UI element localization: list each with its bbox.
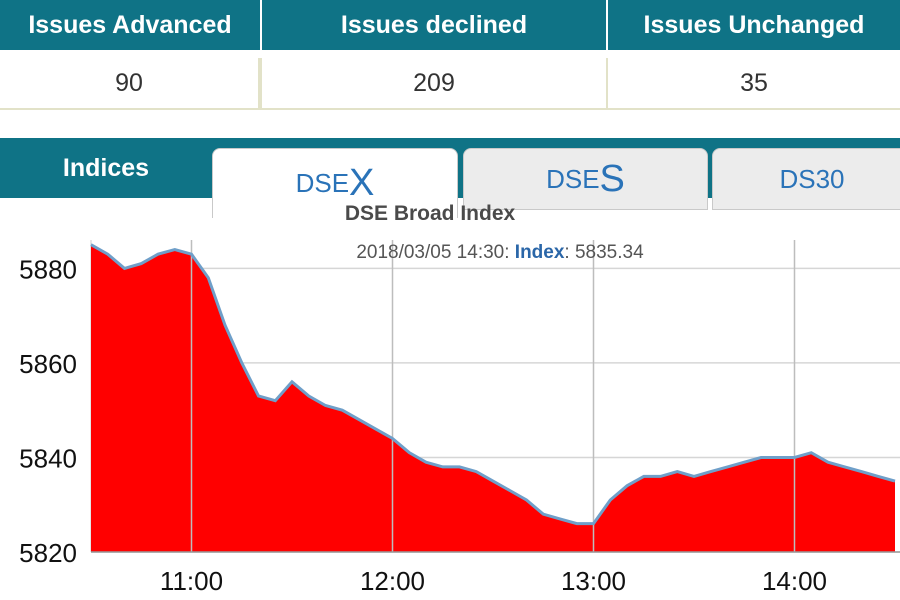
chart-title: DSE Broad Index [344,202,516,225]
tooltip-timestamp: 2018/03/05 14:30 [356,242,505,263]
tooltip-key: Index [514,242,565,263]
tab-ds30[interactable]: DS30 [712,148,900,210]
header-issues-advanced: Issues Advanced [0,0,260,50]
tab-dses-prefix: DSE [546,163,600,194]
y-tick-label: 5860 [19,349,77,379]
tooltip-value: 5835.34 [574,242,644,263]
x-tick-label: 12:00 [360,566,425,596]
value-issues-advanced: 90 [0,58,260,110]
value-issues-unchanged: 35 [606,58,900,110]
tab-dsex[interactable]: DSE X [212,148,458,218]
header-issues-unchanged: Issues Unchanged [608,0,900,50]
y-tick-label: 5820 [19,538,77,568]
index-area [91,244,895,552]
indices-label: Indices [62,153,150,182]
header-issues-declined: Issues declined [262,0,606,50]
x-tick-label: 14:00 [762,566,827,596]
tab-dsex-prefix: DSE [295,168,350,198]
x-tick-label: 11:00 [160,566,223,596]
tab-dsex-suffix: X [349,162,375,204]
y-tick-label: 5880 [19,254,77,284]
value-issues-declined: 209 [260,58,608,110]
x-tick-label: 13:00 [561,566,626,596]
stats-divider [0,50,900,58]
y-tick-label: 5840 [19,443,77,473]
market-stats: Issues Advanced Issues declined Issues U… [0,0,900,112]
tab-dses-suffix: S [599,157,625,200]
chart-tooltip: 2018/03/05 14:30: Index: 5835.34 [356,242,644,263]
index-line [90,243,896,526]
tab-ds30-label: DS30 [779,163,845,194]
tab-dses[interactable]: DSE S [463,148,708,210]
